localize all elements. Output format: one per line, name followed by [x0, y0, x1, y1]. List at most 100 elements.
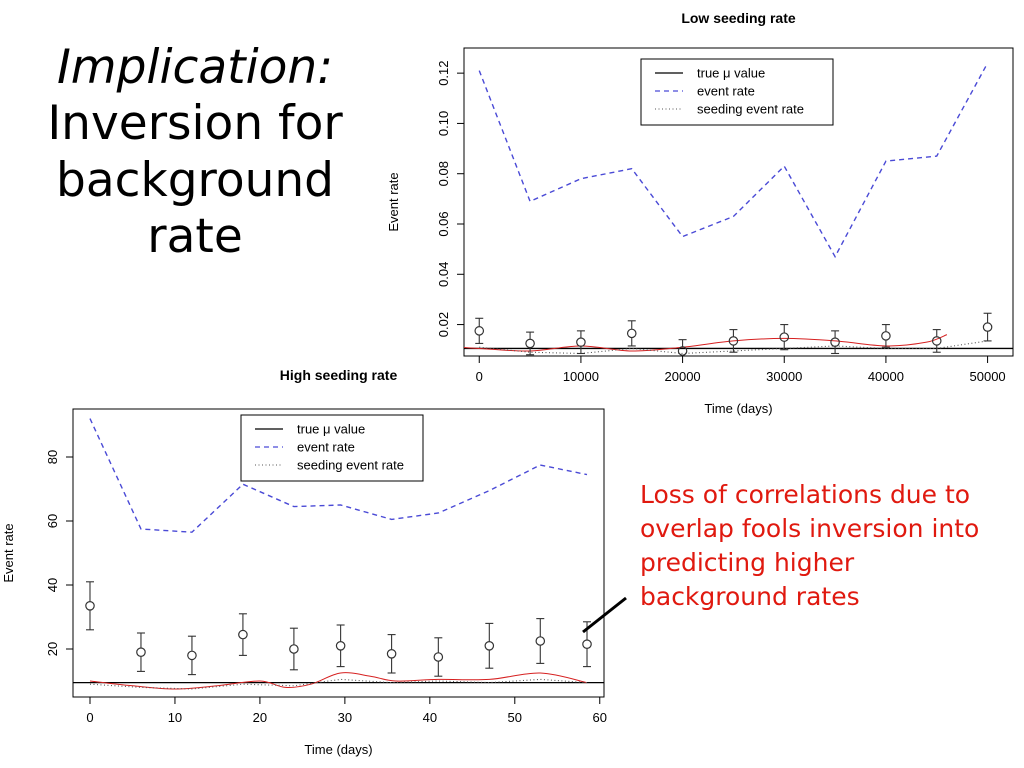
slide-title: Implication: Inversion for background ra…	[20, 40, 370, 266]
point-marker	[535, 636, 546, 646]
fit-curve	[89, 672, 588, 690]
y-tick-label: 60	[45, 514, 60, 528]
x-tick-label: 60	[593, 710, 607, 725]
x-tick-label: 10	[168, 710, 182, 725]
point-marker	[779, 332, 790, 342]
data-point	[779, 324, 790, 351]
legend-box	[240, 414, 424, 482]
data-point	[484, 622, 495, 669]
x-tick-label: 20000	[665, 369, 701, 384]
point-marker	[728, 336, 739, 346]
y-tick-label: 0.08	[436, 161, 451, 186]
point-marker	[881, 331, 891, 341]
legend-label: true μ value	[697, 66, 765, 81]
y-tick-label: 0.06	[436, 211, 451, 236]
y-axis-label: Event rate	[386, 172, 401, 231]
legend-box	[640, 58, 834, 126]
point-marker	[626, 328, 637, 339]
y-tick-label: 0.02	[436, 312, 451, 337]
data-point	[335, 624, 346, 668]
point-marker	[433, 652, 444, 662]
x-tick-label: 30000	[766, 369, 802, 384]
data-point	[931, 329, 942, 353]
point-marker	[238, 629, 248, 640]
x-tick-label: 40	[423, 710, 437, 725]
data-point	[576, 330, 586, 355]
x-axis-label: Time (days)	[704, 401, 772, 416]
x-tick-label: 50	[508, 710, 522, 725]
slide-title-rest: Inversion for background rate	[47, 96, 343, 265]
point-marker	[830, 337, 840, 347]
x-axis-label: Time (days)	[304, 742, 372, 757]
y-tick-label: 80	[45, 450, 60, 464]
point-marker	[677, 346, 688, 356]
point-marker	[386, 648, 397, 659]
y-tick-label: 0.12	[436, 60, 451, 85]
point-marker	[474, 326, 485, 336]
data-point	[830, 330, 840, 355]
legend-label: event rate	[297, 440, 355, 455]
y-tick-label: 0.04	[436, 262, 451, 287]
y-axis-label: Event rate	[1, 523, 16, 582]
legend: true μ value event rate seeding event rate	[640, 58, 834, 126]
x-tick-label: 50000	[970, 369, 1006, 384]
y-tick-label: 0.10	[436, 111, 451, 136]
legend-label: event rate	[697, 84, 755, 99]
annotation-pointer	[582, 596, 627, 634]
low-seeding-rate-chart: Low seeding rate 0 10000 20000 30000 40000 500…	[386, 10, 1014, 416]
point-marker	[335, 640, 346, 651]
x-tick-label: 30	[338, 710, 352, 725]
seeding-event-rate-line	[89, 678, 588, 690]
data-point	[582, 621, 592, 668]
event-rate-line	[478, 62, 989, 259]
point-marker	[85, 600, 95, 611]
data-point	[136, 632, 146, 672]
event-rate-line	[89, 418, 588, 533]
data-point	[677, 339, 688, 356]
point-marker	[582, 639, 592, 649]
point-marker	[289, 644, 299, 654]
x-tick-label: 20	[253, 710, 267, 725]
data-point	[238, 613, 248, 656]
legend-label: seeding event rate	[297, 458, 404, 473]
chart-title: Low seeding rate	[681, 10, 796, 26]
legend-label: seeding event rate	[697, 102, 804, 117]
x-tick-label: 40000	[868, 369, 904, 384]
data-point	[474, 317, 485, 344]
x-tick-label: 10000	[563, 369, 599, 384]
data-point	[881, 324, 891, 348]
data-point	[85, 581, 95, 631]
annotation-note: Loss of correlations due to overlap fool…	[640, 480, 980, 611]
data-point	[433, 637, 444, 677]
point-marker	[982, 322, 993, 332]
y-tick-label: 20	[45, 642, 60, 656]
plot-area	[464, 62, 1013, 356]
data-point	[187, 635, 197, 676]
point-marker	[576, 337, 586, 347]
point-marker	[484, 640, 495, 651]
slide-title-italic: Implication:	[56, 40, 334, 95]
point-marker	[931, 336, 942, 346]
data-point	[982, 312, 993, 342]
chart-title: High seeding rate	[280, 367, 398, 383]
plot-frame	[72, 408, 605, 698]
data-point	[386, 634, 397, 674]
data-point	[728, 329, 739, 353]
data-point	[289, 627, 299, 671]
point-marker	[136, 647, 146, 657]
seeding-event-rate-line	[479, 340, 988, 355]
plot-area	[73, 418, 604, 690]
y-tick-label: 40	[45, 578, 60, 592]
point-marker	[187, 650, 197, 661]
legend: true μ value event rate seeding event rate	[240, 414, 424, 482]
legend-label: true μ value	[297, 422, 365, 437]
point-marker	[525, 338, 535, 349]
data-point	[626, 320, 637, 347]
fit-curve	[464, 334, 948, 352]
x-tick-label: 0	[476, 369, 483, 384]
plot-frame	[463, 47, 1014, 357]
data-point	[535, 618, 546, 664]
data-point	[525, 331, 535, 356]
